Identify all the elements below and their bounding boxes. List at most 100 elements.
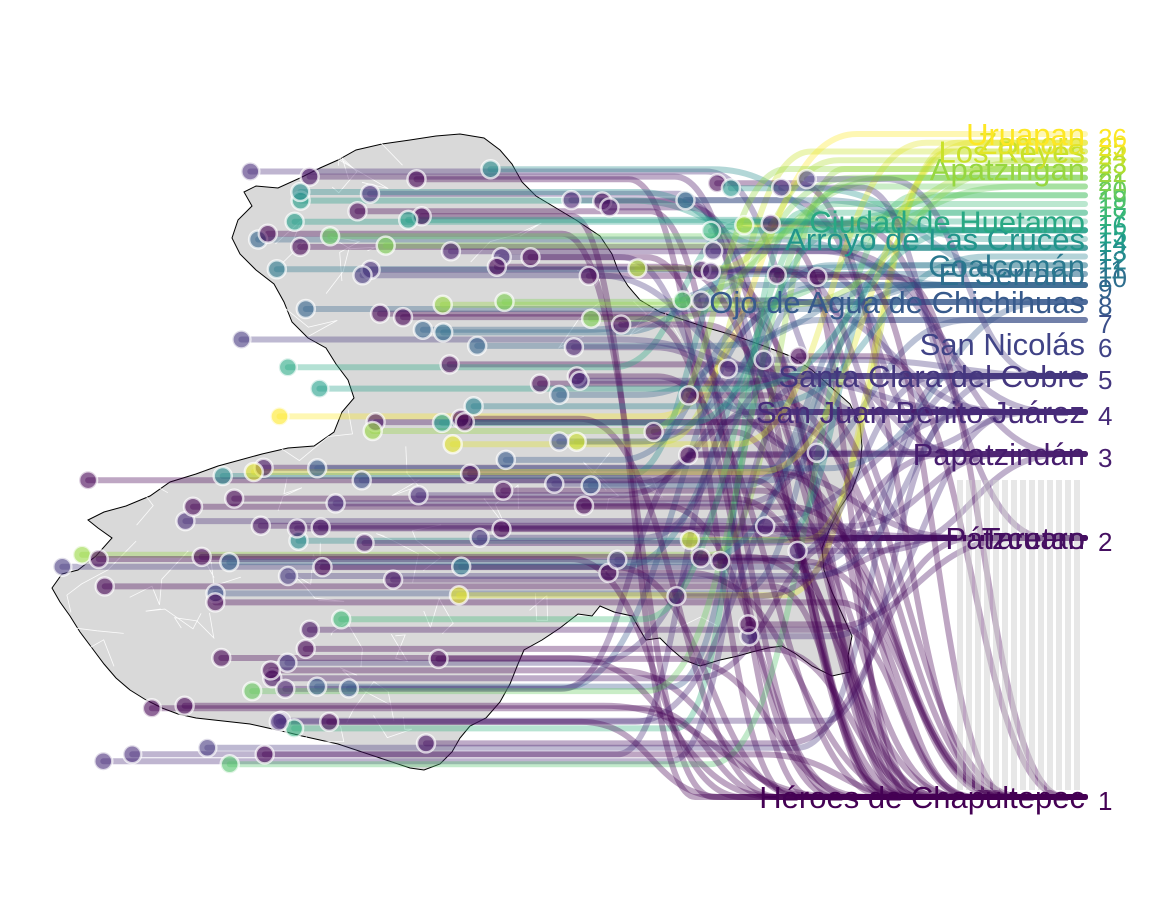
- place-point: [290, 181, 311, 203]
- place-point: [289, 236, 311, 258]
- bump-curve: [697, 555, 1088, 800]
- rank-label: 17: [1098, 202, 1127, 232]
- bump-curve: [295, 244, 1088, 544]
- rank-label: 25: [1098, 132, 1127, 162]
- place-point: [529, 373, 551, 394]
- rank-label: 20: [1098, 176, 1127, 206]
- place-point: [806, 442, 828, 463]
- place-point: [643, 421, 664, 443]
- rank-label: 19: [1098, 184, 1127, 214]
- place-point: [627, 258, 648, 279]
- place-point: [440, 240, 462, 262]
- place-point: [223, 488, 245, 509]
- bump-curve: [249, 183, 1088, 695]
- place-point: [548, 384, 570, 406]
- place-point: [495, 449, 517, 471]
- place-point: [93, 750, 114, 772]
- bump-curve: [685, 452, 1088, 800]
- bump-curve: [219, 244, 1088, 479]
- place-label: Apatzingán: [930, 152, 1085, 187]
- rank-label: 12: [1098, 246, 1127, 276]
- place-point: [469, 527, 490, 548]
- bump-curve: [345, 299, 1088, 692]
- municipality-border: [239, 351, 261, 386]
- bump-curve: [423, 535, 1088, 747]
- place-point: [354, 532, 375, 554]
- place-label: Pátzcuaro: [945, 521, 1085, 556]
- place-point: [569, 370, 590, 392]
- municipality-border: [340, 667, 390, 705]
- bump-curve: [247, 168, 1088, 415]
- municipality-border: [145, 608, 202, 630]
- place-point: [243, 461, 265, 483]
- place-point: [266, 258, 288, 280]
- bump-curve: [319, 564, 1088, 800]
- municipality-border: [129, 550, 189, 605]
- rank-label: 15: [1098, 219, 1127, 249]
- place-point: [406, 168, 427, 190]
- rank-label: 11: [1098, 254, 1125, 284]
- place-point: [310, 517, 331, 538]
- rank-label: 10: [1098, 263, 1127, 293]
- bump-curve: [204, 373, 1088, 751]
- bump-curve: [710, 247, 1088, 415]
- bump-curve: [273, 262, 1088, 273]
- municipality-border: [390, 633, 409, 663]
- bump-curve: [314, 299, 1088, 472]
- municipality-border: [483, 484, 519, 527]
- bump-curve: [59, 373, 1088, 570]
- bump-curve: [746, 409, 1088, 640]
- place-point: [709, 550, 731, 572]
- place-label: San Juan Benito Juárez: [756, 395, 1085, 430]
- bump-curve: [446, 361, 1088, 800]
- place-point: [412, 319, 434, 340]
- municipality-border: [268, 327, 310, 362]
- bump-curve: [212, 317, 1088, 597]
- place-point: [205, 592, 226, 613]
- bump-curve: [302, 645, 1088, 800]
- place-point: [566, 431, 587, 452]
- bump-curve: [447, 248, 1088, 457]
- place-point: [492, 480, 514, 501]
- bump-curve: [231, 495, 1088, 800]
- place-point: [610, 314, 632, 335]
- bump-curve: [457, 415, 1088, 800]
- bump-curve: [297, 197, 1088, 234]
- place-point: [359, 183, 381, 204]
- place-point: [702, 240, 724, 262]
- place-point: [580, 308, 602, 329]
- bump-curve: [327, 183, 1088, 240]
- municipality-border: [134, 479, 168, 526]
- bump-curve: [467, 470, 1088, 800]
- rank-label: 24: [1098, 141, 1127, 171]
- place-point: [770, 177, 792, 198]
- bump-curve: [79, 166, 1088, 558]
- bump-curve: [372, 419, 1088, 541]
- place-point: [737, 614, 759, 635]
- municipality-border: [325, 246, 376, 294]
- place-point: [432, 294, 453, 315]
- municipality-border: [376, 533, 419, 583]
- place-point: [277, 357, 299, 378]
- municipality-border: [470, 222, 542, 263]
- bump-curve: [587, 299, 1088, 489]
- place-point: [182, 496, 204, 517]
- bump-curve: [588, 174, 1088, 322]
- place-point: [299, 619, 321, 640]
- place-point: [284, 211, 305, 233]
- municipality-border: [54, 626, 124, 641]
- bump-curve: [762, 451, 1088, 530]
- place-point: [439, 354, 460, 375]
- place-point: [211, 647, 232, 669]
- place-point: [260, 660, 282, 681]
- place-point: [269, 406, 290, 427]
- bump-curve: [297, 189, 1088, 251]
- bump-curve: [568, 197, 1088, 457]
- place-point: [753, 349, 774, 371]
- bump-curve: [456, 139, 1088, 599]
- municipality-border: [146, 718, 187, 749]
- bump-curve: [418, 213, 1088, 800]
- place-point: [352, 265, 373, 286]
- bump-curve: [682, 197, 1088, 277]
